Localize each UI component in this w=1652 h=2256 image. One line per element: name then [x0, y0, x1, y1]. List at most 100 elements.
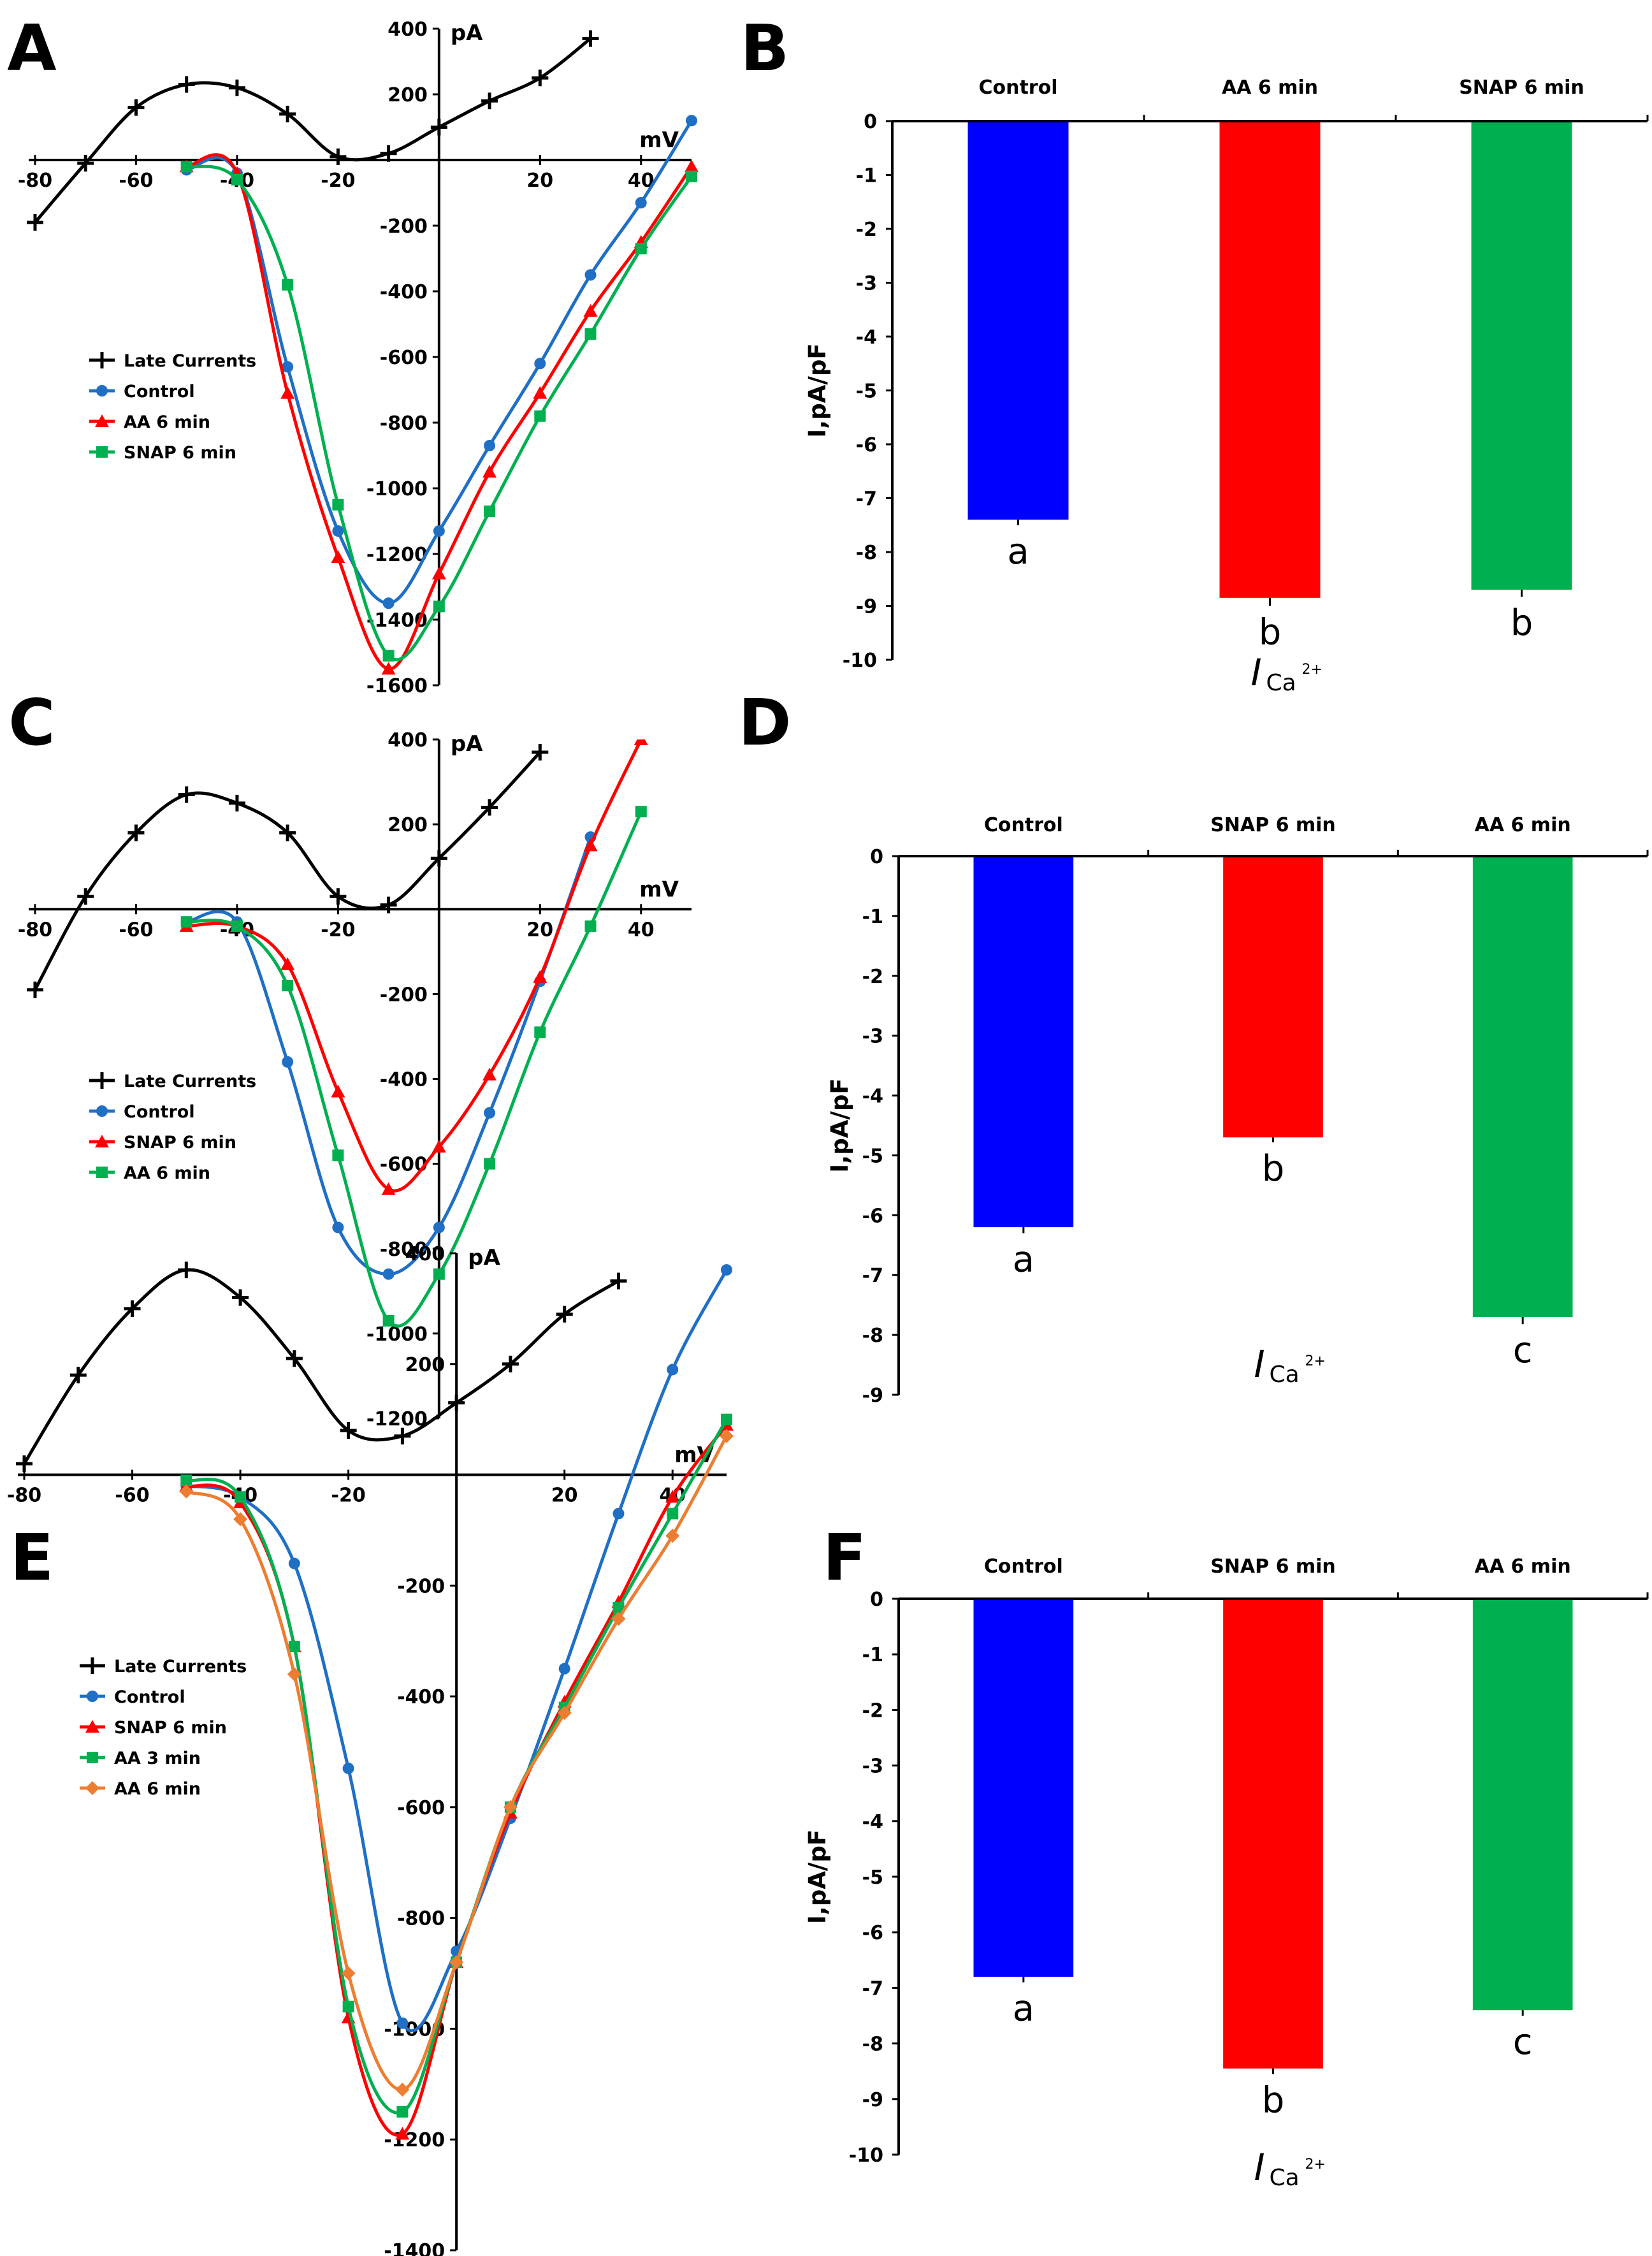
data-point	[612, 1602, 625, 1614]
data-point	[77, 888, 94, 905]
data-point	[433, 600, 445, 613]
y-tick-label: -7	[862, 1977, 883, 2000]
panel-label-f: F	[823, 1520, 866, 1595]
x-tick-label: -20	[321, 170, 355, 192]
data-point	[282, 279, 294, 291]
y-tick-label: -1600	[366, 675, 428, 697]
data-point	[582, 30, 599, 47]
data-point	[280, 957, 295, 970]
series-late-currents	[27, 743, 549, 998]
y-tick-label: 0	[870, 846, 883, 868]
data-point	[635, 243, 647, 255]
line-chart-a: -80-60-40-202040-1600-1400-1200-1000-800…	[18, 18, 699, 697]
data-point	[279, 824, 296, 841]
current-label: I	[1254, 1343, 1265, 1386]
legend-marker	[94, 352, 110, 368]
y-unit-label: pA	[468, 1245, 500, 1270]
line-chart-c: -80-60-40-202040-1200-1000-800-600-400-2…	[18, 729, 692, 1430]
data-point	[332, 525, 344, 537]
legend-marker	[95, 1135, 109, 1147]
y-tick-label: -3	[862, 1756, 883, 1778]
y-tick-label: -9	[856, 596, 877, 618]
data-point	[381, 1182, 396, 1195]
data-point	[382, 1314, 395, 1327]
y-tick-label: -7	[862, 1265, 883, 1287]
data-point	[482, 1067, 497, 1081]
data-point	[178, 76, 195, 93]
y-unit-label: pA	[451, 731, 483, 757]
y-tick-label: -3	[862, 1026, 883, 1048]
data-point	[280, 386, 295, 399]
data-point	[533, 970, 547, 983]
y-tick-label: -1400	[384, 2240, 445, 2256]
series-line	[186, 164, 693, 662]
y-tick-label: -800	[380, 1239, 428, 1261]
series-line	[186, 119, 693, 605]
y-tick-label: -10	[849, 2144, 883, 2167]
data-point	[503, 1800, 518, 1814]
series-aa-6-min	[179, 1429, 734, 2097]
legend: Late Currents Control SNAP 6 min AA 6 min	[89, 1072, 256, 1183]
category-label: AA 6 min	[1475, 1555, 1571, 1578]
data-point	[178, 1262, 195, 1279]
y-tick-label: -1200	[366, 1408, 428, 1430]
data-point	[231, 920, 243, 932]
data-point	[231, 173, 243, 186]
category-label: Control	[984, 1555, 1063, 1578]
panel-label-a: A	[7, 11, 56, 85]
legend-marker	[96, 385, 108, 397]
x-tick-label: 20	[526, 919, 553, 941]
data-point	[282, 361, 294, 373]
data-point	[484, 440, 496, 452]
data-point	[430, 850, 447, 867]
bar	[1472, 1599, 1573, 2011]
significance-label: a	[1013, 1988, 1034, 2030]
current-label: I	[1254, 2146, 1265, 2189]
data-point	[433, 1268, 445, 1280]
data-point	[27, 214, 43, 231]
y-tick-label: -400	[397, 1686, 445, 1708]
data-point	[233, 1512, 248, 1527]
y-tick-label: -4	[856, 326, 877, 349]
data-point	[395, 2127, 410, 2140]
x-tick-label: 20	[551, 1485, 578, 1507]
data-point	[288, 1640, 300, 1652]
line-chart-e: -80-60-40-202040-1400-1200-1000-800-600-…	[7, 1243, 734, 2256]
x-unit-label: mV	[639, 877, 679, 902]
y-tick-label: -1200	[366, 544, 428, 566]
data-point	[665, 1529, 680, 1543]
data-point	[635, 196, 647, 208]
data-point	[634, 739, 648, 745]
data-point	[382, 1268, 395, 1280]
data-point	[330, 148, 347, 165]
panel-label-e: E	[10, 1520, 54, 1595]
x-tick-label: -80	[18, 170, 52, 192]
data-point	[178, 786, 195, 803]
series-snap-6-min	[180, 161, 697, 662]
y-tick-label: -5	[862, 1145, 883, 1167]
y-axis-label: I,pA/pF	[804, 343, 831, 437]
y-tick-label: -8	[856, 542, 877, 564]
legend-label: AA 6 min	[124, 412, 210, 432]
data-point	[583, 303, 598, 317]
data-point	[534, 358, 546, 370]
legend-marker	[85, 1720, 99, 1733]
y-tick-label: 200	[405, 1354, 446, 1376]
current-label: I	[1251, 651, 1262, 694]
data-point	[228, 79, 245, 96]
bar	[1219, 121, 1321, 598]
data-point	[430, 119, 447, 136]
x-tick-label: -60	[119, 170, 153, 192]
current-label-sup: 2+	[1305, 1353, 1326, 1369]
data-point	[232, 1289, 249, 1306]
series-snap-6-min	[179, 739, 648, 1195]
legend-label: Control	[124, 382, 195, 402]
data-point	[686, 170, 697, 182]
data-point	[667, 1508, 679, 1520]
legend-label: Control	[114, 1687, 185, 1707]
y-tick-label: -600	[380, 347, 428, 369]
x-tick-label: 40	[628, 919, 655, 941]
data-point	[342, 1763, 354, 1775]
data-point	[558, 1663, 570, 1675]
panel-label-c: C	[8, 685, 55, 760]
